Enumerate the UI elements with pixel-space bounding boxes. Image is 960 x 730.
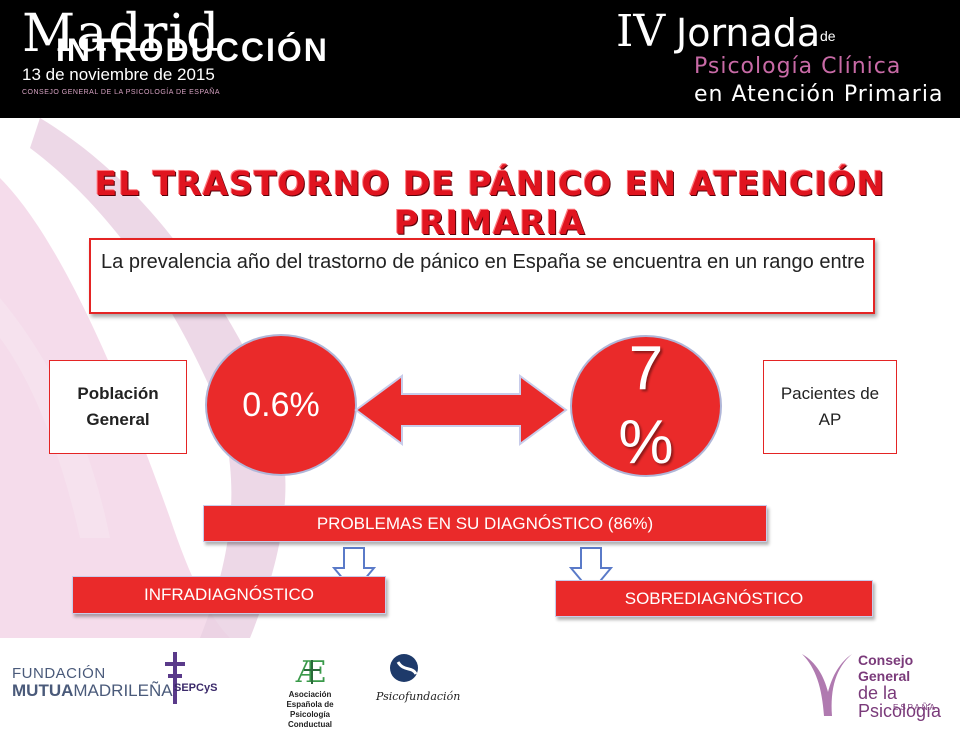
psicofundacion-logo: Psicofundación [376,690,461,703]
header-banner [0,0,960,118]
svg-text:Æ: Æ [295,655,326,690]
event-date: 13 de noviembre de 2015 [22,65,215,84]
mutua-text: MUTUA [12,681,74,700]
ap-patients-text: Pacientes de AP [780,384,880,429]
section-title: INTRODUCCIÓN [56,32,329,68]
ap-patients-label: Pacientes de AP [763,360,897,454]
slide-title: EL TRASTORNO DE PÁNICO EN ATENCIÓN PRIMA… [94,164,886,242]
fundacion-logo-line1: FUNDACIÓN [12,665,106,682]
double-arrow-icon [354,374,568,446]
cgp-logo-line2: de la Psicología [858,683,942,721]
jornada-subtitle-1: Psicología Clínica [694,54,902,79]
right-value-circle: 7 % [570,334,722,477]
jornada-de: de [820,28,836,44]
sepcys-logo-icon [165,652,185,704]
psicofundacion-logo-icon [390,654,418,682]
jornada-subtitle-2: en Atención Primaria [694,82,944,107]
aepc-logo-icon: Æ [295,655,326,690]
event-organizer: CONSEJO GENERAL DE LA PSICOLOGÍA DE ESPA… [22,89,220,96]
left-value: 0.6% [242,385,320,424]
cgp-logo-line3: ESPAÑA [893,703,937,712]
underdiagnosis-bar: INFRADIAGNÓSTICO [72,576,386,614]
jornada-word: Jornada [676,11,821,55]
prevalence-text: La prevalencia año del trastorno de páni… [101,251,865,273]
diagnosis-problems-text: PROBLEMAS EN SU DIAGNÓSTICO (86%) [316,513,654,533]
underdiagnosis-text: INFRADIAGNÓSTICO [143,585,314,604]
fundacion-logo-line2: MUTUAMADRILEÑA [12,682,173,699]
right-value-percent: % [618,408,674,477]
sepcys-logo: SEPCyS [174,682,218,694]
event-city: Madrid [22,4,221,64]
cgp-logo-icon [802,654,852,716]
jornada-number: IV [616,6,666,57]
overdiagnosis-text: SOBREDIAGNÓSTICO [624,588,804,608]
right-value-number: 7 [628,334,664,403]
left-value-circle: 0.6% [205,334,357,476]
prevalence-box [89,238,875,314]
cgp-logo-line1: Consejo General [858,652,914,684]
general-population-text: Población General [77,384,159,429]
aepc-logo: Asociación Española de Psicología Conduc… [286,690,334,729]
general-population-label: Población General [49,360,187,454]
overdiagnosis-bar: SOBREDIAGNÓSTICO [555,580,873,617]
diagnosis-problems-bar: PROBLEMAS EN SU DIAGNÓSTICO (86%) [203,505,767,542]
madrilena-text: MADRILEÑA [73,681,173,700]
